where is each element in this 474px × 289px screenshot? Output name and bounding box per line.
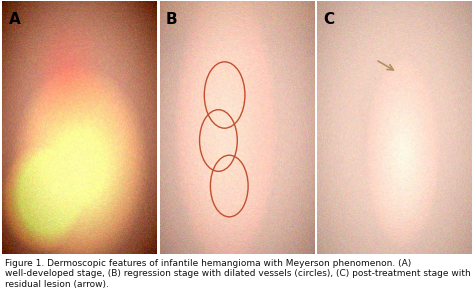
Text: A: A	[9, 12, 20, 27]
Text: C: C	[323, 12, 334, 27]
Text: Figure 1. Dermoscopic features of infantile hemangioma with Meyerson phenomenon.: Figure 1. Dermoscopic features of infant…	[5, 259, 471, 289]
Text: B: B	[166, 12, 177, 27]
